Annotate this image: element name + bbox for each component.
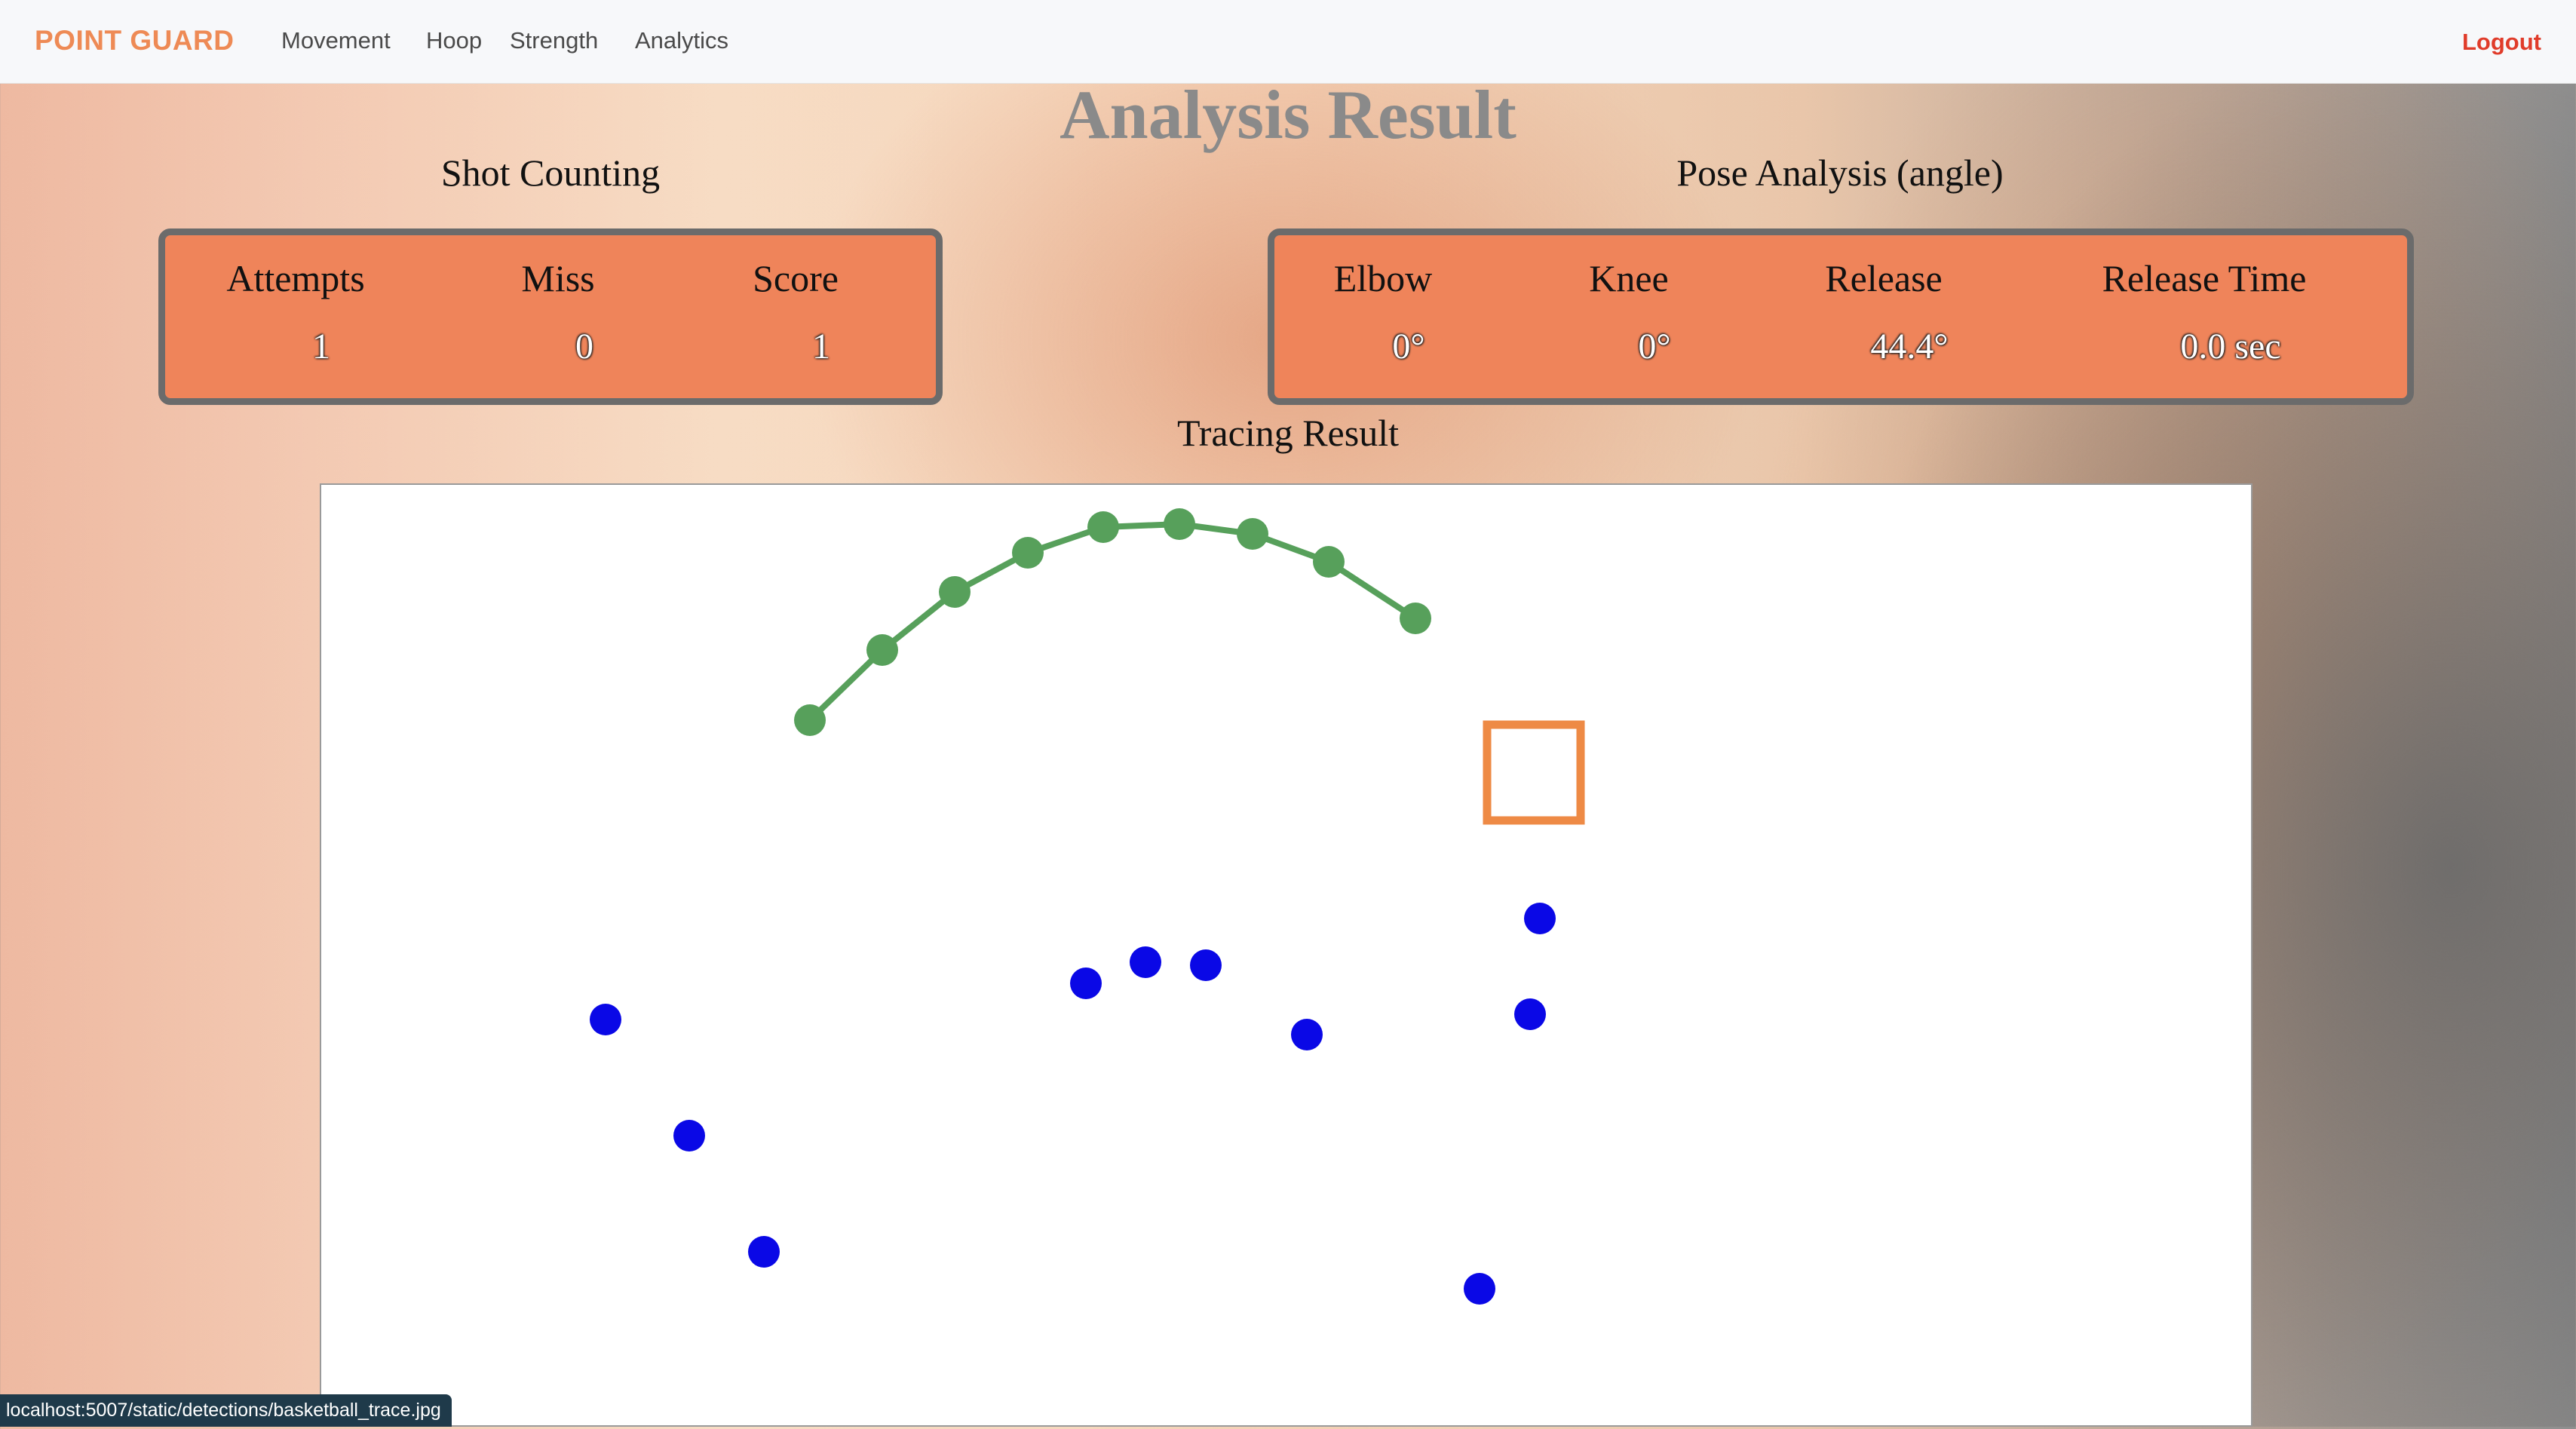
brand-logo[interactable]: POINT GUARD	[35, 25, 235, 56]
detection-point	[1464, 1273, 1495, 1305]
detection-point	[673, 1120, 705, 1151]
trace-canvas	[590, 508, 1585, 1305]
shot-counting-title: Shot Counting	[440, 152, 661, 194]
hoop-box	[1483, 720, 1585, 825]
nav-link-hoop[interactable]: Hoop	[426, 27, 483, 54]
trajectory-point	[1164, 508, 1195, 540]
trajectory-point	[1400, 603, 1431, 634]
page-title: Analysis Result	[1060, 76, 1516, 153]
status-bar-url: localhost:5007/static/detections/basketb…	[0, 1394, 452, 1427]
trajectory-point	[1012, 537, 1044, 569]
detection-point	[1130, 946, 1161, 978]
nav-link-analytics[interactable]: Analytics	[635, 27, 729, 54]
release-label: Release	[1825, 257, 1943, 299]
detection-point	[1070, 967, 1102, 999]
shot-counting-panel: Attempts Miss Score 1 0 1	[158, 228, 943, 405]
release-value: 44.4°	[1870, 327, 1949, 366]
detection-point	[1524, 903, 1556, 934]
detection-point	[1190, 949, 1222, 981]
release-time-value: 0.0 sec	[2180, 327, 2281, 366]
navbar: POINT GUARD Movement Hoop Strength Analy…	[0, 0, 2576, 84]
knee-label: Knee	[1589, 257, 1669, 299]
knee-value: 0°	[1638, 327, 1671, 366]
miss-value: 0	[575, 327, 593, 366]
trajectory-point	[866, 634, 898, 666]
trajectory-point	[1237, 518, 1268, 550]
tracing-result-image	[320, 483, 2252, 1427]
attempts-value: 1	[312, 327, 330, 366]
miss-label: Miss	[521, 257, 595, 299]
logout-link[interactable]: Logout	[2461, 29, 2541, 55]
trajectory-point	[1087, 511, 1119, 543]
elbow-value: 0°	[1392, 327, 1425, 366]
tracing-result-title: Tracing Result	[1177, 412, 1399, 454]
nav-link-movement[interactable]: Movement	[281, 27, 391, 54]
pose-analysis-panel: Elbow Knee Release Release Time 0° 0° 44…	[1268, 228, 2414, 405]
release-time-label: Release Time	[2102, 257, 2307, 299]
attempts-label: Attempts	[226, 257, 365, 299]
detection-point	[748, 1236, 780, 1268]
trajectory-point	[794, 704, 826, 736]
detection-point	[1291, 1019, 1323, 1050]
trajectory-point	[1313, 546, 1345, 578]
elbow-label: Elbow	[1333, 257, 1433, 299]
trajectory-point	[939, 576, 971, 608]
score-value: 1	[812, 327, 830, 366]
score-label: Score	[753, 257, 839, 299]
pose-analysis-title: Pose Analysis (angle)	[1676, 152, 2004, 194]
nav-link-strength[interactable]: Strength	[510, 27, 599, 54]
detection-point	[590, 1004, 621, 1035]
detection-point	[1514, 998, 1546, 1030]
